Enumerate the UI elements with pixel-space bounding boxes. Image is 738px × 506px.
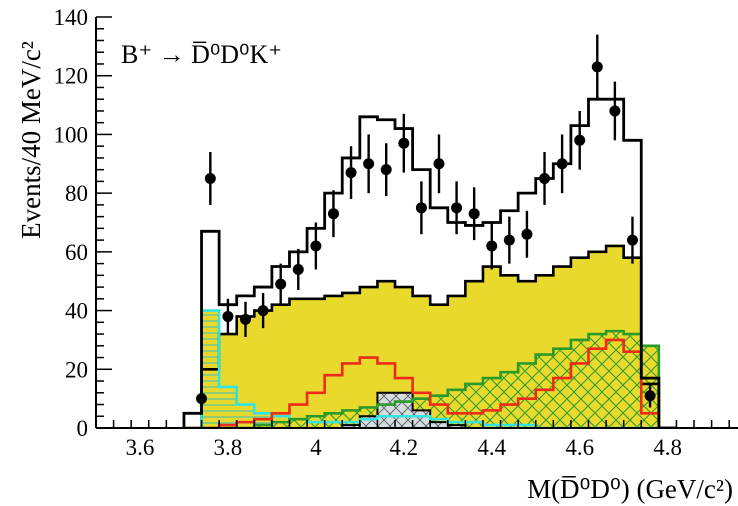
data-point bbox=[433, 158, 445, 170]
data-point bbox=[204, 172, 216, 184]
data-point bbox=[257, 305, 269, 317]
tick-labels: 3.6 3.8 4 4.2 4.4 4.6 4.8 0 20 40 60 80 100 120 140 bbox=[54, 5, 683, 460]
process-label: B⁺ → D̅⁰D⁰K⁺ bbox=[121, 40, 282, 69]
y-tick-label: 20 bbox=[65, 357, 88, 382]
gray-line bbox=[183, 391, 677, 428]
x-tick-label: 4.8 bbox=[653, 435, 682, 460]
x-tick-label: 4.4 bbox=[477, 435, 506, 460]
data-point bbox=[222, 310, 234, 322]
x-tick-label: 3.6 bbox=[126, 435, 155, 460]
y-tick-label: 60 bbox=[65, 240, 88, 265]
data-point bbox=[380, 164, 392, 176]
broad-line bbox=[183, 244, 677, 428]
y-tick-label: 80 bbox=[65, 181, 88, 206]
data-point bbox=[451, 202, 463, 214]
red-line bbox=[183, 338, 677, 428]
data-point bbox=[310, 240, 322, 252]
data-point bbox=[275, 278, 287, 290]
data-point bbox=[363, 158, 375, 170]
data-point bbox=[591, 61, 603, 73]
data-point bbox=[486, 240, 498, 252]
data-point bbox=[240, 313, 252, 325]
cyan-fill bbox=[183, 310, 677, 428]
data-point bbox=[609, 105, 621, 117]
x-tick-label: 4.2 bbox=[389, 435, 418, 460]
data-point bbox=[398, 137, 410, 149]
total-fit-line bbox=[182, 97, 677, 428]
y-tick-label: 0 bbox=[77, 416, 89, 441]
data-point bbox=[626, 234, 638, 246]
y-tick-label: 120 bbox=[54, 64, 89, 89]
data-point bbox=[503, 234, 515, 246]
data-point bbox=[574, 134, 586, 146]
data-point bbox=[415, 202, 427, 214]
y-tick-label: 140 bbox=[54, 5, 89, 30]
cyan-line bbox=[183, 309, 677, 428]
x-axis-title: M(D̅⁰D⁰) (GeV/c²) bbox=[527, 474, 733, 504]
data-point bbox=[521, 228, 533, 240]
histogram-lines bbox=[182, 97, 677, 428]
x-tick-label: 4 bbox=[310, 435, 322, 460]
data-points bbox=[196, 34, 656, 411]
data-point bbox=[345, 167, 357, 179]
x-tick-label: 3.8 bbox=[214, 435, 243, 460]
y-axis-title: Events/40 MeV/c² bbox=[16, 41, 46, 239]
x-tick-label: 4.6 bbox=[565, 435, 594, 460]
data-point bbox=[468, 208, 480, 220]
data-point bbox=[644, 390, 656, 402]
y-tick-label: 40 bbox=[65, 299, 88, 324]
y-tick-label: 100 bbox=[54, 122, 89, 147]
data-point bbox=[327, 208, 339, 220]
data-point bbox=[539, 172, 551, 184]
ticks bbox=[95, 16, 730, 429]
data-point bbox=[292, 263, 304, 275]
data-point bbox=[196, 393, 208, 405]
data-point bbox=[556, 158, 568, 170]
